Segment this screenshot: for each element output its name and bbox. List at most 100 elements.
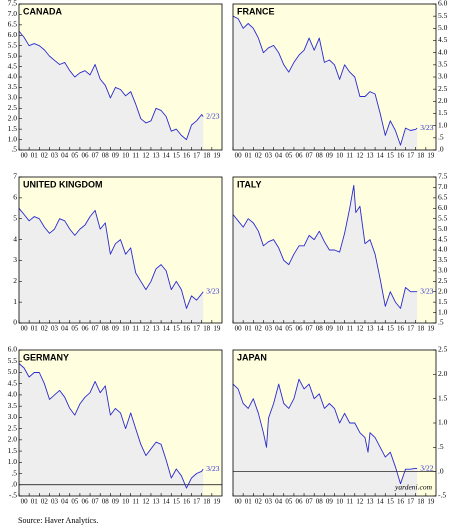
x-tick-label: 02 — [41, 152, 49, 160]
x-tick-label: 17 — [193, 325, 201, 333]
x-tick-label: 08 — [102, 325, 110, 333]
credit: yardeni.com — [394, 483, 433, 492]
x-tick-label: 15 — [173, 152, 181, 160]
y-tick-label: 2.5 — [438, 345, 448, 354]
x-tick-label: 05 — [71, 152, 79, 160]
y-tick-label: 2.5 — [8, 103, 18, 112]
y-tick-label: 1.0 — [8, 457, 18, 466]
x-tick-label: 05 — [71, 325, 79, 333]
x-tick-label: 04 — [61, 498, 69, 506]
x-tick-label: 16 — [397, 325, 405, 333]
x-tick-label: 17 — [193, 498, 201, 506]
y-tick-label: 7.5 — [8, 0, 18, 8]
x-tick-label: 06 — [295, 498, 303, 506]
y-tick-label: 7.0 — [8, 9, 18, 18]
x-tick-label: 14 — [377, 325, 385, 333]
x-tick-label: 10 — [122, 498, 130, 506]
y-tick-label: 6 — [13, 193, 17, 202]
x-tick-label: 17 — [407, 498, 415, 506]
x-tick-label: 05 — [285, 152, 293, 160]
x-tick-label: 12 — [356, 325, 364, 333]
x-tick-label: 12 — [142, 498, 150, 506]
x-tick-label: 00 — [235, 325, 243, 333]
x-tick-label: 13 — [153, 325, 161, 333]
source-note: Source: Haver Analytics. — [18, 516, 98, 525]
x-tick-label: 06 — [295, 325, 303, 333]
area — [233, 185, 418, 323]
x-tick-label: 02 — [255, 498, 263, 506]
x-tick-label: 17 — [407, 325, 415, 333]
y-tick-label: 2.5 — [438, 84, 448, 93]
x-tick-label: 01 — [245, 498, 253, 506]
x-tick-label: 11 — [346, 152, 353, 160]
x-tick-label: 07 — [306, 152, 314, 160]
x-tick-label: 19 — [427, 325, 435, 333]
x-tick-label: 17 — [407, 152, 415, 160]
x-tick-label: 00 — [21, 498, 29, 506]
x-tick-label: 17 — [193, 152, 201, 160]
x-tick-label: 18 — [203, 498, 211, 506]
x-tick-label: 11 — [132, 152, 139, 160]
y-tick-label: 3.5 — [438, 60, 448, 69]
y-tick-label: .0 — [11, 479, 17, 488]
y-tick-label: 4.5 — [8, 61, 18, 70]
y-tick-label: 1.0 — [438, 418, 448, 427]
x-tick-label: 13 — [153, 152, 161, 160]
y-tick-label: 1.5 — [8, 446, 18, 455]
x-tick-label: 15 — [173, 325, 181, 333]
x-tick-label: 05 — [285, 498, 293, 506]
x-tick-label: 11 — [132, 498, 139, 506]
annotation: 3/23 — [206, 464, 220, 473]
x-tick-label: 08 — [102, 498, 110, 506]
x-tick-label: 13 — [367, 498, 375, 506]
x-tick-label: 06 — [295, 152, 303, 160]
x-tick-label: 18 — [417, 498, 425, 506]
x-tick-label: 19 — [213, 152, 221, 160]
y-tick-label: 6.0 — [438, 203, 448, 212]
x-tick-label: 10 — [122, 325, 130, 333]
y-tick-label: 3.0 — [438, 266, 448, 275]
y-tick-label: 4.0 — [8, 390, 18, 399]
x-tick-label: 11 — [346, 498, 353, 506]
y-tick-label: .0 — [438, 145, 444, 154]
y-tick-label: 2.0 — [438, 96, 448, 105]
y-tick-label: 4.0 — [438, 47, 448, 56]
x-tick-label: 04 — [61, 152, 69, 160]
x-tick-label: 07 — [306, 498, 314, 506]
chart-title: ITALY — [237, 179, 262, 189]
x-tick-label: 13 — [153, 498, 161, 506]
y-tick-label: 3 — [13, 255, 17, 264]
x-tick-label: 05 — [71, 498, 79, 506]
x-tick-label: 01 — [31, 498, 39, 506]
y-tick-label: 3.5 — [8, 82, 18, 91]
x-tick-label: 18 — [417, 325, 425, 333]
x-tick-label: 06 — [81, 325, 89, 333]
x-tick-label: 04 — [61, 325, 69, 333]
panel: .5 1.01.5 2.02.53.0 3.54.0 4.55.0 5.56.06.5 7.… — [8, 0, 223, 160]
y-tick-label: 2.5 — [8, 423, 18, 432]
y-tick-label: 4 — [13, 234, 17, 243]
y-tick-label: 6.5 — [438, 193, 448, 202]
y-tick-label: 5.0 — [438, 23, 448, 32]
x-tick-label: 12 — [356, 498, 364, 506]
y-tick-label: 5.5 — [8, 40, 18, 49]
y-tick-label: 2.0 — [8, 113, 18, 122]
x-tick-label: 09 — [112, 325, 120, 333]
x-tick-label: 00 — [235, 498, 243, 506]
x-tick-label: 12 — [356, 152, 364, 160]
x-tick-label: 15 — [387, 325, 395, 333]
annotation: 3/23 — [420, 286, 434, 295]
x-tick-label: 09 — [326, 498, 334, 506]
x-tick-label: 07 — [306, 325, 314, 333]
y-tick-label: 6.0 — [8, 30, 18, 39]
y-tick-label: 5 — [13, 213, 17, 222]
y-tick-label: 5.5 — [8, 356, 18, 365]
y-tick-label: 4.0 — [438, 245, 448, 254]
x-tick-label: 16 — [183, 325, 191, 333]
line — [18, 363, 204, 489]
area — [19, 208, 204, 323]
chart-title: JAPAN — [237, 352, 267, 362]
x-tick-label: 03 — [51, 152, 59, 160]
area — [19, 31, 204, 151]
x-tick-label: 02 — [41, 498, 49, 506]
